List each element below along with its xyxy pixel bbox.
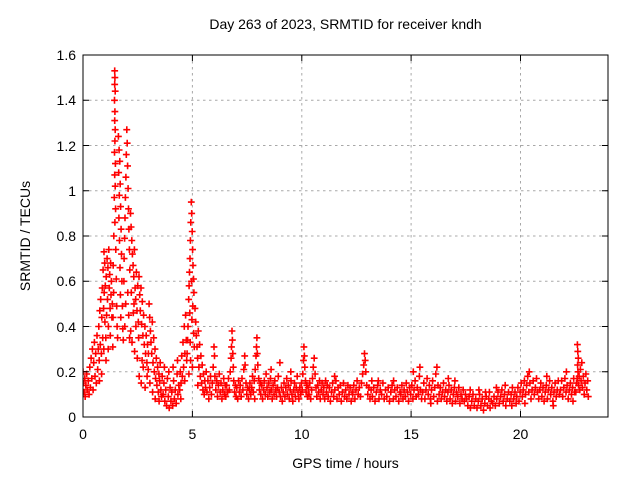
grid-lines xyxy=(83,55,608,417)
scatter-points xyxy=(83,67,592,414)
y-tick-label: 0.6 xyxy=(56,273,76,290)
plot-frame xyxy=(82,54,609,418)
x-tick-label: 0 xyxy=(79,426,87,442)
y-tick-label: 0.2 xyxy=(56,363,76,380)
x-tick-label: 10 xyxy=(293,426,310,442)
y-tick-label: 0.4 xyxy=(56,318,76,335)
x-axis-label: GPS time / hours xyxy=(292,455,399,471)
y-tick-label: 0.8 xyxy=(56,228,76,244)
y-tick-label: 1.6 xyxy=(56,47,76,63)
y-tick-label: 1.4 xyxy=(56,92,76,109)
y-tick-label: 0 xyxy=(68,409,76,425)
chart-title: Day 263 of 2023, SRMTID for receiver knd… xyxy=(209,16,482,32)
y-tick-label: 1 xyxy=(68,182,76,199)
x-tick-label: 5 xyxy=(188,426,197,442)
x-tick-label: 20 xyxy=(512,426,529,442)
x-tick-label: 15 xyxy=(403,426,419,442)
y-tick-label: 1.2 xyxy=(56,137,76,154)
